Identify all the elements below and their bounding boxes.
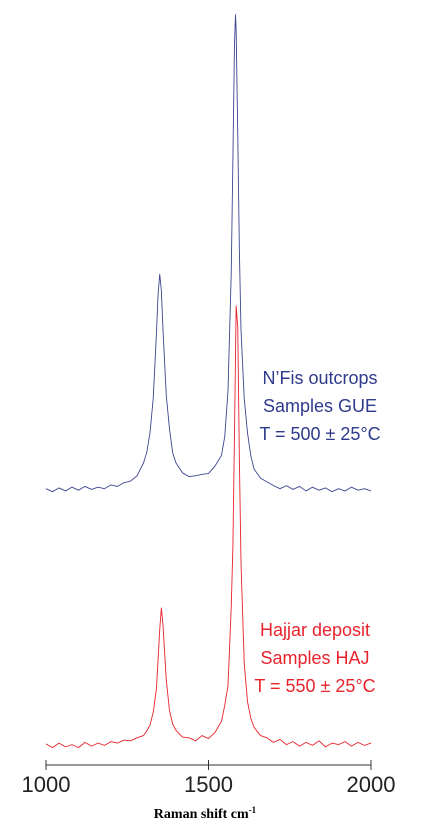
x-tick-label: 1000 bbox=[22, 772, 71, 797]
x-tick-label: 1500 bbox=[184, 772, 233, 797]
annotation: Samples GUE bbox=[263, 396, 377, 416]
spectrum-line bbox=[45, 14, 372, 493]
annotation: T = 500 ± 25°C bbox=[259, 424, 380, 444]
x-axis-label: Raman shift cm-1 bbox=[154, 805, 257, 822]
annotation: Samples HAJ bbox=[260, 648, 369, 668]
annotation: T = 550 ± 25°C bbox=[254, 676, 375, 696]
x-tick-label: 2000 bbox=[347, 772, 396, 797]
annotation: N’Fis outcrops bbox=[262, 368, 377, 388]
spectrum-line bbox=[45, 305, 372, 749]
annotation: Hajjar deposit bbox=[260, 620, 370, 640]
x-axis-label-text: Raman shift cm bbox=[154, 807, 249, 822]
x-axis-label-superscript: -1 bbox=[249, 805, 257, 815]
